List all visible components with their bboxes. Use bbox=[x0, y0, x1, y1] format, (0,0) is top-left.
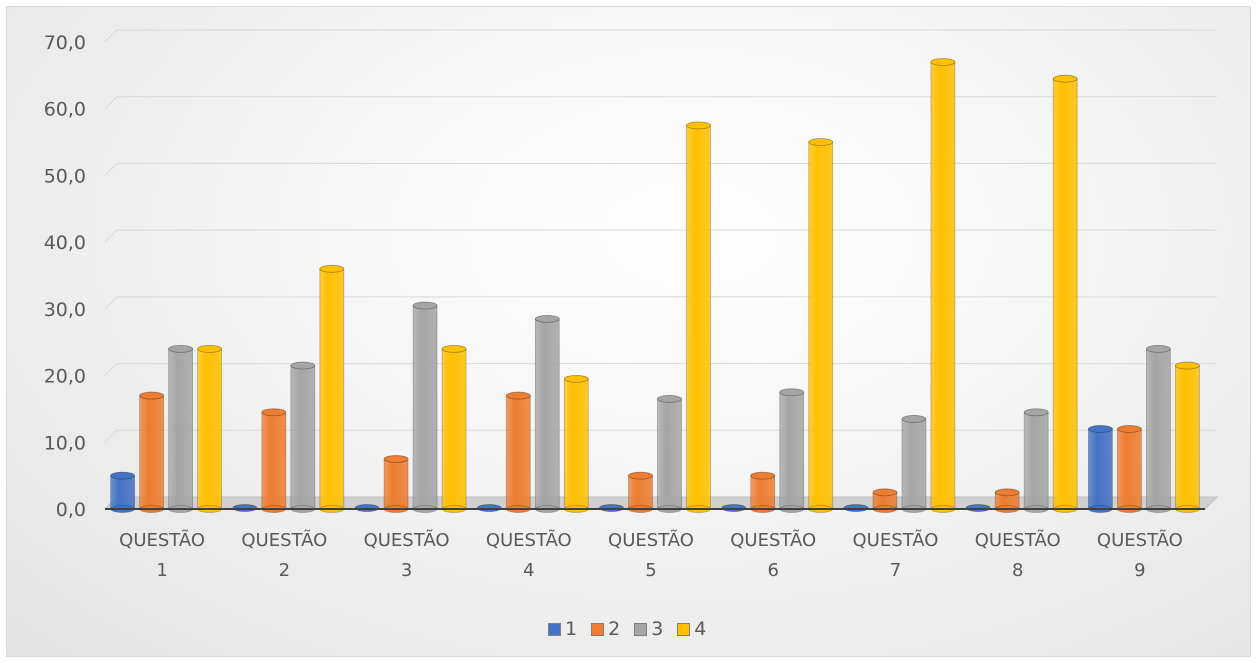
gridline-side bbox=[104, 163, 118, 176]
chart-area bbox=[6, 6, 1251, 657]
bar bbox=[901, 415, 927, 513]
bar bbox=[261, 408, 287, 513]
x-tick-label: QUESTÃO bbox=[241, 529, 327, 551]
bar bbox=[505, 391, 531, 513]
bar bbox=[779, 388, 805, 513]
gridline-side bbox=[104, 96, 118, 110]
bar bbox=[750, 471, 776, 513]
bar bbox=[290, 361, 316, 513]
x-tick-label: QUESTÃO bbox=[486, 529, 572, 551]
bar bbox=[1174, 361, 1200, 513]
bar bbox=[657, 395, 682, 513]
bar bbox=[563, 375, 589, 513]
y-tick-label: 20,0 bbox=[44, 366, 86, 388]
x-tick-label: QUESTÃO bbox=[730, 529, 816, 551]
y-tick-label: 10,0 bbox=[44, 432, 86, 454]
y-tick-label: 30,0 bbox=[44, 299, 86, 321]
gridline-side bbox=[104, 296, 118, 310]
legend-swatch bbox=[677, 622, 691, 636]
bar bbox=[412, 301, 438, 513]
legend-item: 2 bbox=[591, 618, 620, 640]
bar bbox=[1087, 425, 1113, 513]
x-tick-label: 4 bbox=[523, 560, 534, 581]
legend: 1 2 3 4 bbox=[548, 618, 706, 640]
x-tick-label: QUESTÃO bbox=[1097, 529, 1183, 551]
gridline-side bbox=[104, 229, 118, 243]
legend-swatch bbox=[634, 622, 648, 636]
x-tick-label: 9 bbox=[1134, 560, 1145, 581]
bar bbox=[1145, 344, 1171, 513]
legend-item: 1 bbox=[548, 618, 577, 640]
gridline-side bbox=[104, 363, 118, 376]
y-tick-label: 50,0 bbox=[44, 165, 86, 187]
bar bbox=[168, 344, 194, 513]
legend-label: 4 bbox=[694, 618, 707, 640]
x-tick-label: QUESTÃO bbox=[975, 529, 1061, 551]
x-tick-label: 6 bbox=[767, 560, 778, 581]
legend-item: 3 bbox=[634, 618, 663, 640]
bar bbox=[930, 58, 956, 513]
y-tick-label: 0,0 bbox=[56, 499, 86, 521]
x-tick-label: 7 bbox=[890, 560, 901, 581]
bar bbox=[808, 138, 834, 513]
x-tick-label: 1 bbox=[156, 560, 167, 581]
x-tick-label: QUESTÃO bbox=[119, 529, 205, 551]
bar bbox=[1052, 74, 1078, 513]
bar bbox=[110, 471, 136, 513]
gridline-side bbox=[104, 429, 118, 443]
bar bbox=[628, 471, 653, 513]
x-tick-label: 8 bbox=[1012, 560, 1023, 581]
y-tick-label: 70,0 bbox=[44, 32, 86, 54]
legend-label: 3 bbox=[651, 618, 664, 640]
x-tick-label: 5 bbox=[645, 560, 656, 581]
bar bbox=[383, 455, 409, 513]
legend-swatch bbox=[591, 622, 605, 636]
legend-label: 1 bbox=[565, 618, 578, 640]
bar bbox=[1116, 425, 1142, 513]
x-tick-label: QUESTÃO bbox=[608, 529, 694, 551]
bar bbox=[197, 344, 223, 513]
legend-item: 4 bbox=[677, 618, 706, 640]
x-tick-label: 3 bbox=[401, 560, 412, 581]
bar bbox=[139, 391, 165, 513]
bar bbox=[319, 264, 345, 513]
bar bbox=[994, 488, 1020, 513]
y-tick-label: 40,0 bbox=[44, 232, 86, 254]
x-tick-label: QUESTÃO bbox=[364, 529, 450, 551]
bar bbox=[441, 344, 467, 513]
bar bbox=[686, 121, 711, 513]
legend-label: 2 bbox=[608, 618, 621, 640]
bar bbox=[1023, 408, 1049, 513]
gridline-side bbox=[104, 29, 118, 43]
y-tick-label: 60,0 bbox=[44, 99, 86, 121]
bar bbox=[534, 314, 560, 513]
x-tick-label: 2 bbox=[279, 560, 290, 581]
legend-swatch bbox=[548, 622, 561, 636]
x-tick-label: QUESTÃO bbox=[852, 529, 938, 551]
